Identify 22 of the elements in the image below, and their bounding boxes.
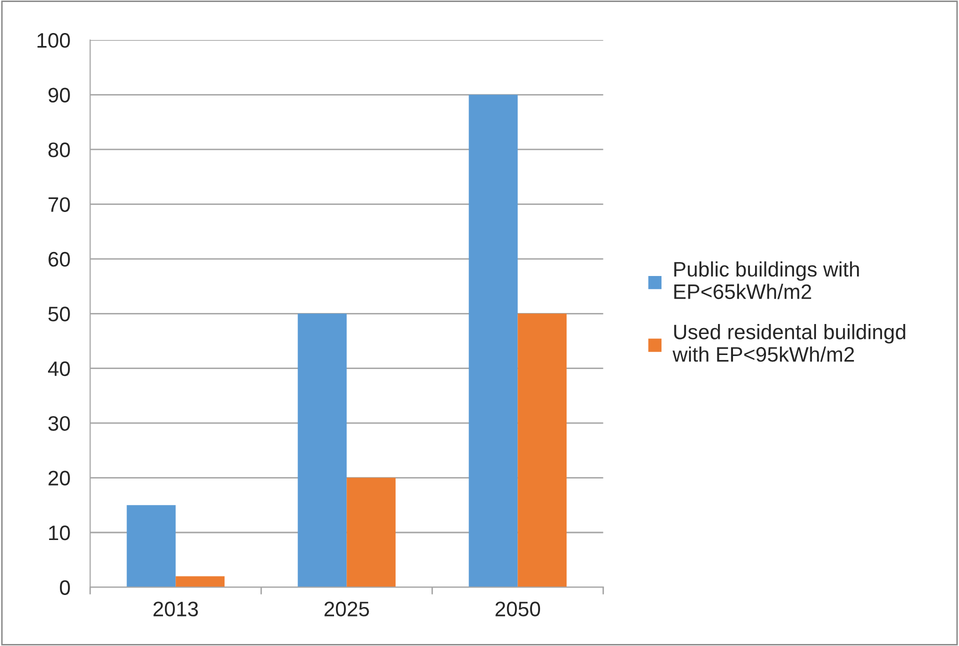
bar [518,314,567,588]
y-tick-label: 100 [38,33,70,48]
y-tick-label: 80 [48,142,70,158]
bar [298,314,347,588]
y-tick-label: 70 [48,197,70,212]
y-tick-label: 60 [48,252,70,267]
y-tick-label: 10 [49,526,70,540]
x-tick-label: 2013 [154,602,198,616]
legend-label: Public buildings with EP<65kWh/m2 [674,261,859,300]
y-tick-label: 40 [48,361,70,376]
bar [176,576,225,588]
x-tick-label: 2025 [324,602,369,616]
y-tick-label: 0 [60,580,70,595]
legend-label: Used residental buildingd with EP<95kWh/m2 [672,324,906,362]
x-tick-label: 2050 [496,602,540,616]
y-tick-label: 90 [48,88,70,103]
bar [468,94,518,588]
bar [126,505,176,588]
bar [346,478,396,588]
y-tick-label: 50 [48,306,70,322]
y-tick-label: 20 [48,470,70,486]
y-tick-label: 30 [48,416,70,431]
